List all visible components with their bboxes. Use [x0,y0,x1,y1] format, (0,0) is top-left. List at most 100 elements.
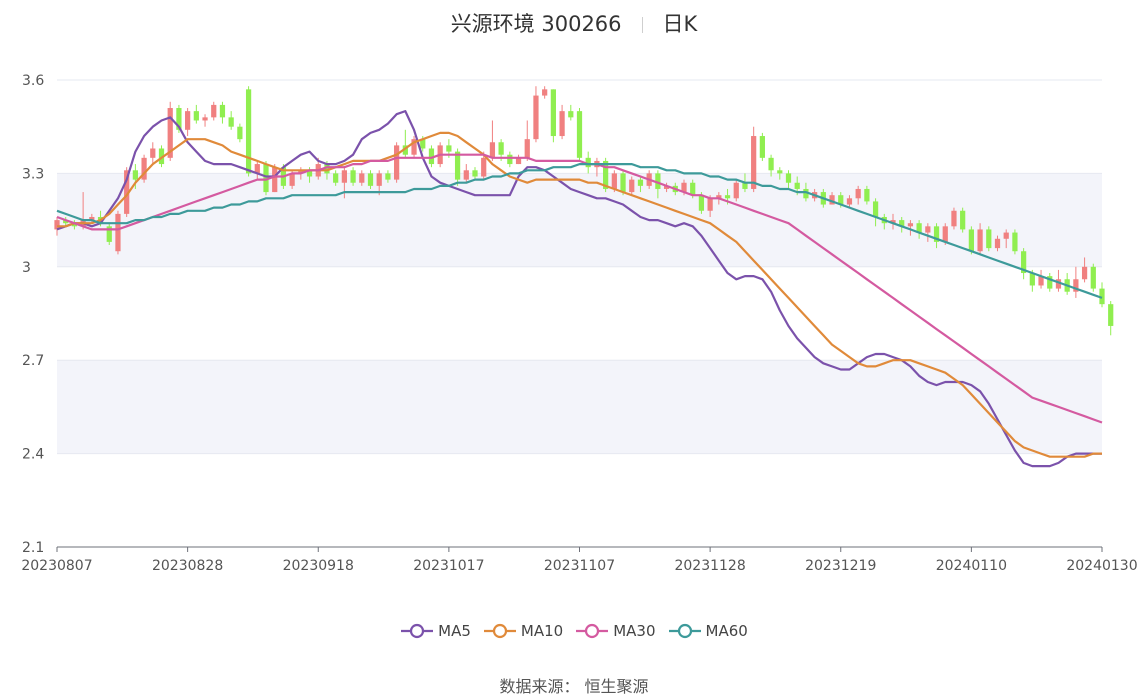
candle[interactable] [150,142,156,165]
candle[interactable] [550,89,556,143]
data-source-label: 数据来源： [499,677,580,696]
period-label[interactable]: 日K [662,12,698,36]
candle[interactable] [785,170,792,189]
candle[interactable] [663,182,670,193]
y-tick-label: 2.1 [22,540,44,556]
candle[interactable] [1073,266,1079,298]
candle[interactable] [768,154,774,177]
candle[interactable] [846,195,853,208]
candle[interactable] [1055,269,1062,292]
candle[interactable] [925,223,931,242]
candle[interactable] [1012,229,1018,255]
candle[interactable] [402,129,408,158]
y-tick-label: 3.3 [22,166,44,182]
candle[interactable] [933,223,940,249]
candle[interactable] [63,216,69,227]
ma-line-ma10 [57,131,1102,458]
candle[interactable] [751,126,757,193]
legend-item-ma30[interactable]: MA30 [575,622,656,640]
candle[interactable] [655,170,661,199]
legend-item-ma10[interactable]: MA10 [483,622,563,640]
legend-label: MA10 [520,622,564,640]
candle[interactable] [777,167,783,180]
candle[interactable] [411,136,417,158]
candle[interactable] [568,104,574,121]
candle[interactable] [193,104,199,124]
legend-item-ma60[interactable]: MA60 [668,622,748,640]
candle[interactable] [141,154,147,183]
candle[interactable] [1081,257,1088,283]
candle[interactable] [272,164,278,193]
candle[interactable] [245,86,252,177]
candle[interactable] [864,185,870,205]
candle[interactable] [585,151,591,174]
candle[interactable] [890,213,896,230]
candle[interactable] [350,167,356,186]
chart-title: 兴源环境 300266 [450,12,622,36]
legend-label: MA30 [613,622,656,640]
candle[interactable] [507,151,513,168]
candle[interactable] [1021,248,1027,280]
candle[interactable] [759,132,765,161]
candle[interactable] [524,120,530,161]
candle[interactable] [359,170,365,186]
candle[interactable] [185,108,191,137]
data-source-value: 恒生聚源 [584,677,649,696]
candle[interactable] [1003,229,1009,249]
candle[interactable] [542,86,548,99]
candle[interactable] [263,160,269,196]
candle[interactable] [515,154,522,165]
candle[interactable] [576,108,583,161]
candle[interactable] [115,210,121,255]
candlestick-chart: 3.6 3.3 3 2.7 2.4 2.1 20230807 20230828 2023091… [21,73,1137,574]
candle[interactable] [968,226,974,255]
candle[interactable] [994,235,1001,252]
candle[interactable] [237,123,243,143]
candle[interactable] [394,142,400,183]
candle[interactable] [219,101,226,124]
candle[interactable] [158,145,165,168]
candle[interactable] [132,164,138,189]
candle[interactable] [1038,269,1044,289]
candle[interactable] [637,176,644,193]
candle[interactable] [559,104,565,140]
candle[interactable] [855,185,861,205]
candle[interactable] [1090,263,1096,292]
candle[interactable] [960,207,966,233]
candle[interactable] [71,220,78,230]
candle[interactable] [1099,282,1105,308]
candle[interactable] [367,170,374,189]
x-tick-label: 20240110 [936,558,1007,574]
candle[interactable] [89,213,95,224]
candle[interactable] [124,167,130,217]
candle[interactable] [951,207,957,230]
candle[interactable] [986,226,992,252]
candle[interactable] [211,101,217,121]
candle[interactable] [489,120,496,161]
y-tick-label: 3 [22,260,31,276]
candle[interactable] [463,164,469,183]
candle[interactable] [333,170,339,186]
candle[interactable] [254,160,260,180]
candle[interactable] [472,167,478,180]
candle[interactable] [629,176,635,196]
candle[interactable] [385,170,391,183]
candle[interactable] [1047,273,1053,292]
y-axis: 3.6 3.3 3 2.7 2.4 2.1 [22,73,44,556]
candle[interactable] [428,145,435,168]
candle[interactable] [916,220,922,239]
candle[interactable] [733,179,739,202]
candle[interactable] [533,86,539,143]
candle[interactable] [228,111,234,130]
candle[interactable] [872,198,879,227]
candle[interactable] [899,216,905,233]
y-tick-label: 2.7 [22,353,44,369]
candle[interactable] [106,223,112,246]
ma-line-ma60 [56,163,1103,299]
x-tick-label: 20231017 [413,558,484,574]
candle[interactable] [202,114,208,127]
candle[interactable] [977,223,983,255]
candle[interactable] [1108,301,1114,336]
legend-item-ma5[interactable]: MA5 [400,622,471,640]
candle[interactable] [907,220,914,236]
